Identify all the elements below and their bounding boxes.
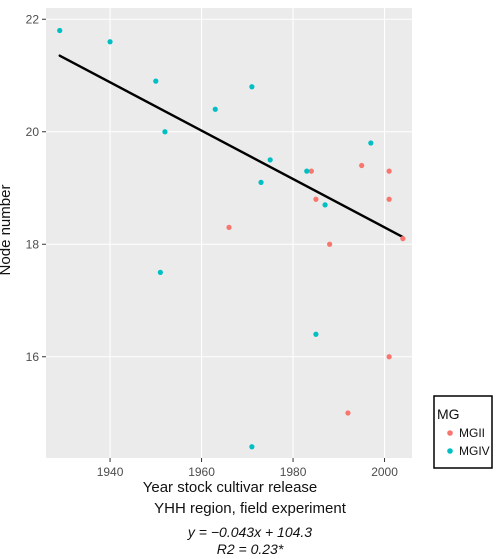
y-tick-label-22: 22: [26, 12, 40, 26]
point-mgii-9: [386, 354, 392, 360]
legend: MG MGII MGIV: [433, 395, 493, 469]
point-mgii-6: [359, 162, 365, 169]
point-mgiv-13: [322, 202, 328, 208]
axes: 1940 1960 1980 2000 16 18 20 22: [26, 12, 399, 479]
point-mgiv-2: [107, 39, 113, 45]
point-mgiv-1: [57, 27, 63, 34]
point-mgiv-7: [249, 84, 255, 90]
legend-title: MG: [437, 406, 460, 422]
point-mgii-8: [386, 196, 392, 202]
point-mgii-2: [308, 168, 314, 174]
grid-lines: [46, 8, 412, 458]
x-tick-label-1940: 1940: [97, 465, 124, 479]
legend-label-mgiv: MGIV: [459, 444, 490, 458]
regression-equation: y = −0.043x + 104.3: [187, 524, 313, 540]
point-mgiv-4: [157, 269, 163, 275]
legend-label-mgii: MGII: [459, 426, 485, 440]
legend-box: [433, 395, 493, 469]
point-mgiv-9: [258, 179, 264, 185]
x-axis-title: Year stock cultivar release: [143, 479, 318, 496]
plot-background: [46, 8, 412, 458]
point-mgiv-5: [162, 129, 168, 135]
point-mgii-4: [327, 241, 333, 247]
point-mgii-7: [386, 168, 392, 174]
x-tick-label-1980: 1980: [280, 465, 307, 479]
scatter-points: [57, 27, 406, 450]
plot-panel: [46, 8, 412, 458]
point-mgiv-10: [267, 157, 273, 163]
point-mgiv-11: [304, 168, 310, 174]
point-mgii-5: [345, 410, 351, 416]
y-axis-title: Node number: [0, 185, 14, 276]
regression-line: [58, 54, 405, 239]
y-tick-label-20: 20: [26, 125, 40, 139]
y-tick-label-18: 18: [26, 237, 40, 251]
point-mgiv-6: [212, 106, 218, 112]
point-mgii-1: [226, 224, 232, 230]
point-mgii-3: [313, 196, 319, 202]
x-tick-label-2000: 2000: [371, 465, 398, 479]
region-caption: YHH region, field experiment: [154, 500, 346, 517]
y-tick-label-16: 16: [26, 350, 40, 364]
regression-line-group: [58, 54, 405, 239]
point-mgiv-12: [313, 331, 319, 337]
legend-marker-mgii: [447, 430, 453, 436]
point-mgii-10: [400, 236, 406, 242]
r-squared-label: R2 = 0.23*: [216, 541, 284, 557]
point-mgiv-3: [153, 78, 159, 84]
x-tick-label-1960: 1960: [188, 465, 215, 479]
legend-marker-mgiv: [447, 448, 453, 454]
point-mgiv-8: [249, 444, 255, 450]
point-mgiv-14: [368, 140, 374, 146]
